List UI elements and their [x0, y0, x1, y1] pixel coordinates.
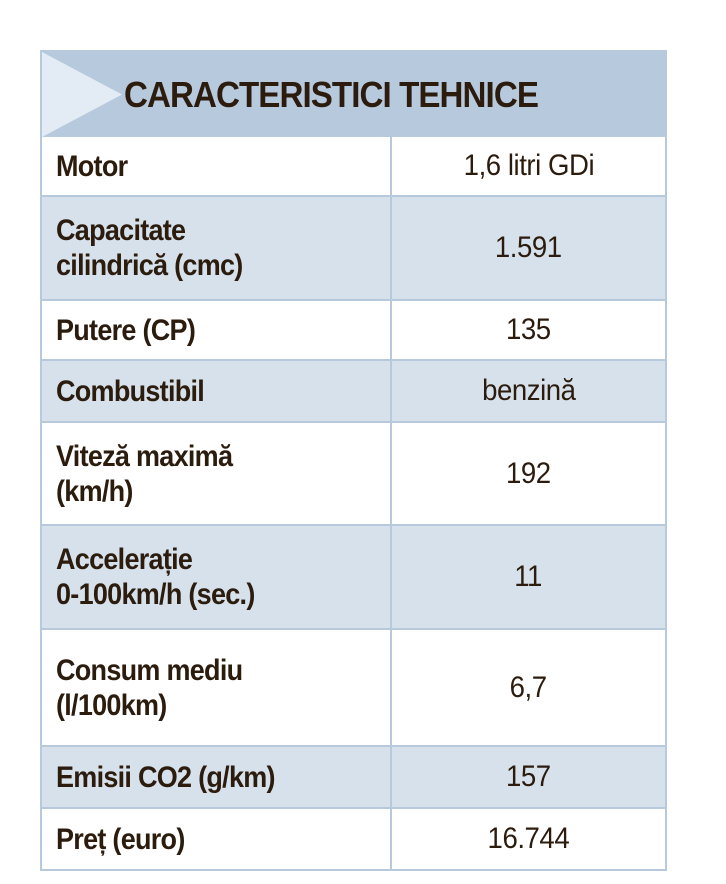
table-row: Capacitate cilindrică (cmc) 1.591 [40, 195, 667, 301]
row-value: benzină [390, 359, 667, 423]
row-label-text: Combustibil [56, 374, 205, 408]
specs-card: CARACTERISTICI TEHNICE Motor 1,6 litri G… [40, 50, 667, 871]
table-row: Accelerație 0-100km/h (sec.) 11 [40, 524, 667, 630]
row-value-text: 6,7 [509, 670, 548, 704]
row-label: Viteză maximă (km/h) [40, 421, 392, 526]
table-row: Emisii CO2 (g/km) 157 [40, 745, 667, 809]
row-value: 6,7 [390, 628, 667, 747]
table-row: Putere (CP) 135 [40, 299, 667, 361]
row-label-text: Viteză maximă (km/h) [56, 439, 233, 508]
row-value: 16.744 [390, 807, 667, 871]
table-row: Combustibil benzină [40, 359, 667, 423]
row-label: Combustibil [40, 359, 392, 423]
specs-header: CARACTERISTICI TEHNICE [40, 50, 667, 137]
row-value-text: benzină [481, 374, 576, 407]
row-value-text: 16.744 [487, 822, 570, 855]
row-label-text: Consum mediu (l/100km) [56, 653, 243, 722]
row-value-text: 157 [506, 760, 551, 793]
row-value: 135 [390, 299, 667, 361]
table-row: Consum mediu (l/100km) 6,7 [40, 628, 667, 747]
specs-title: CARACTERISTICI TEHNICE [124, 74, 539, 115]
row-value-text: 11 [514, 560, 543, 593]
row-value-text: 135 [506, 313, 551, 346]
table-row: Motor 1,6 litri GDi [40, 135, 667, 197]
row-label-text: Putere (CP) [56, 313, 196, 347]
row-label: Putere (CP) [40, 299, 392, 361]
row-value: 1.591 [390, 195, 667, 301]
row-label: Motor [40, 135, 392, 197]
row-label: Accelerație 0-100km/h (sec.) [40, 524, 392, 630]
row-value-text: 1.591 [495, 231, 562, 264]
row-label-text: Motor [56, 149, 128, 183]
row-label-text: Capacitate cilindrică (cmc) [56, 214, 243, 282]
specs-table: Motor 1,6 litri GDi Capacitate cilindric… [40, 135, 667, 871]
row-label: Consum mediu (l/100km) [40, 628, 392, 747]
row-label-text: Emisii CO2 (g/km) [56, 760, 276, 794]
row-value: 1,6 litri GDi [390, 135, 667, 197]
row-value-text: 1,6 litri GDi [463, 149, 594, 182]
row-value: 157 [390, 745, 667, 809]
row-label-text: Preț (euro) [56, 822, 185, 856]
row-value: 192 [390, 421, 667, 526]
row-value: 11 [390, 524, 667, 630]
row-label: Preț (euro) [40, 807, 392, 871]
table-row: Viteză maximă (km/h) 192 [40, 421, 667, 526]
arrow-icon [42, 52, 122, 137]
row-value-text: 192 [506, 456, 551, 490]
row-label: Emisii CO2 (g/km) [40, 745, 392, 809]
row-label: Capacitate cilindrică (cmc) [40, 195, 392, 301]
table-row: Preț (euro) 16.744 [40, 807, 667, 871]
row-label-text: Accelerație 0-100km/h (sec.) [56, 543, 255, 611]
